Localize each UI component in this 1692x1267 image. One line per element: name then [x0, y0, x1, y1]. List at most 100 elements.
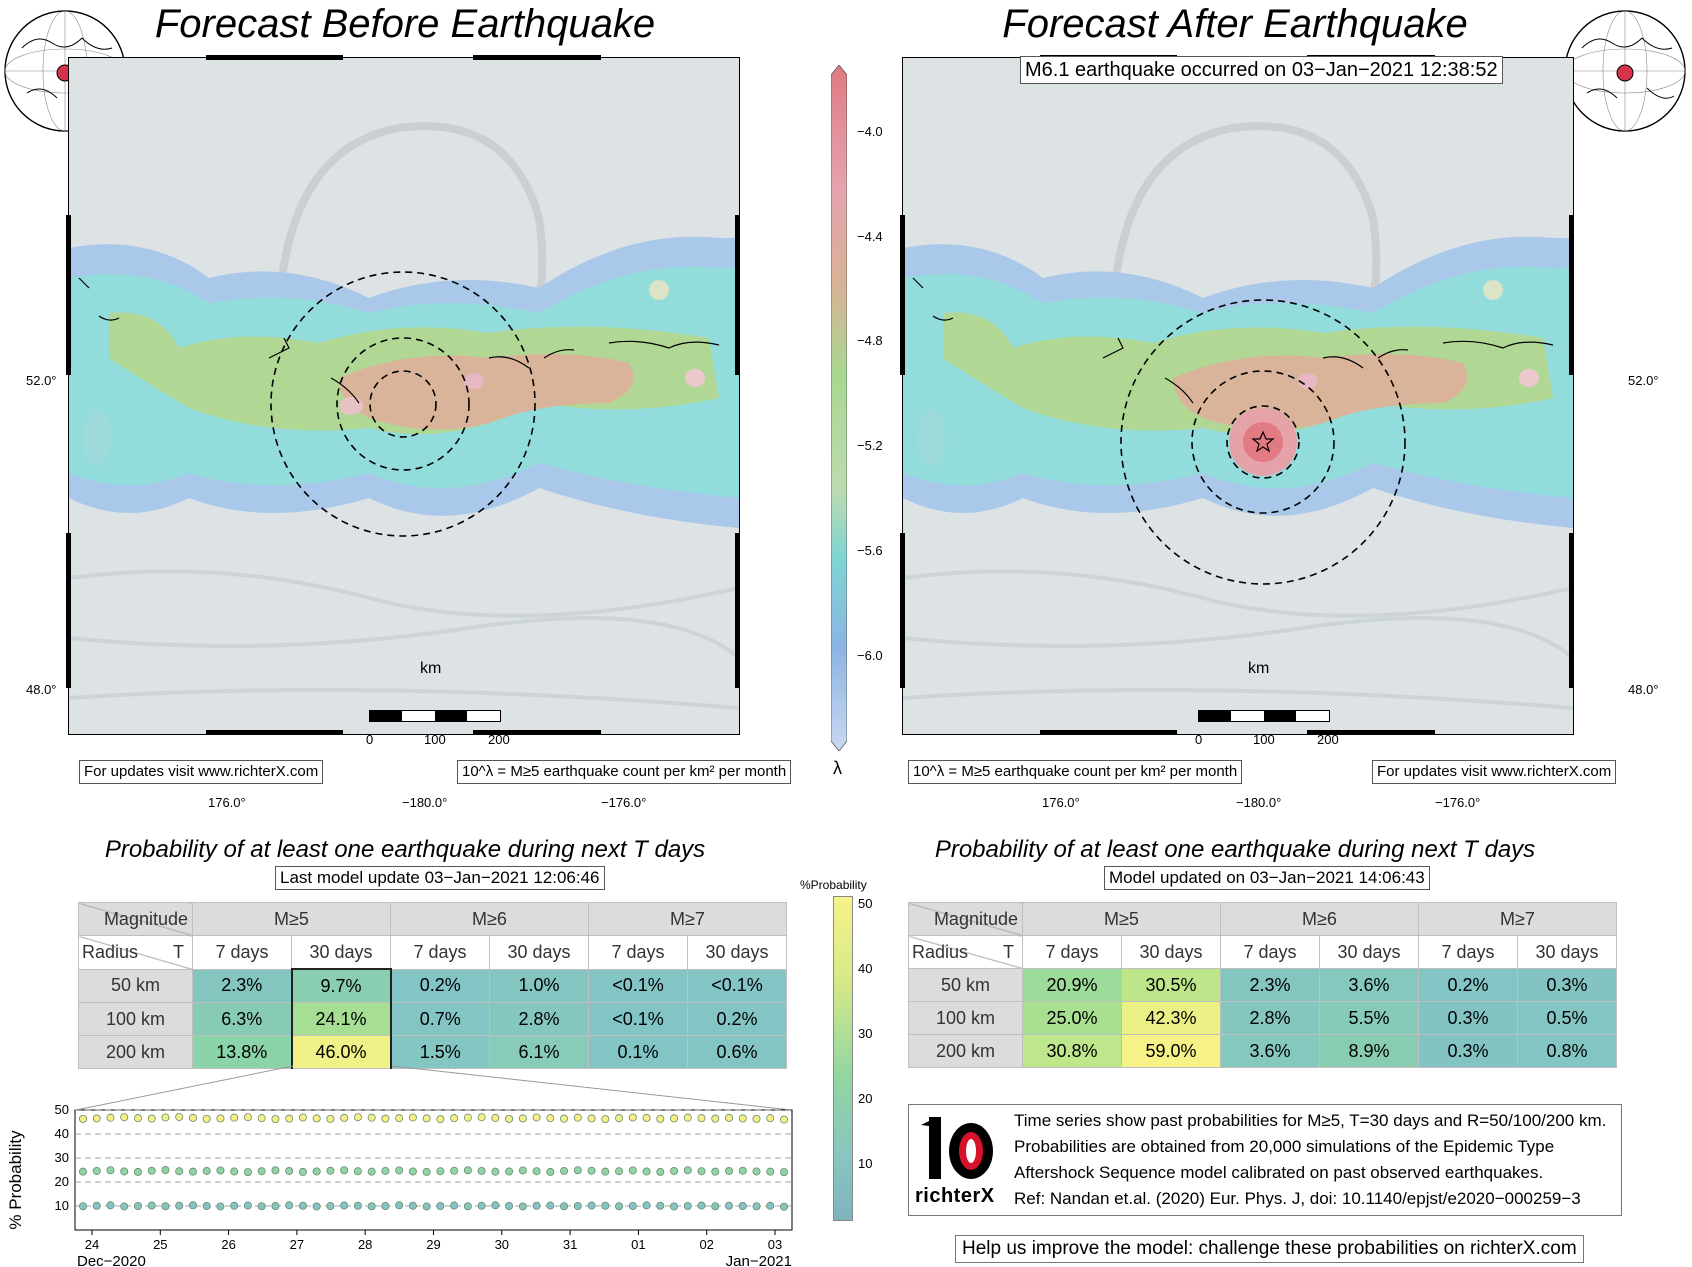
- right-table-heading: Probability of at least one earthquake d…: [934, 836, 1536, 863]
- probability-cell: 24.1%: [290, 1002, 392, 1036]
- row-radius: 200 km: [908, 1034, 1023, 1068]
- ts-point: [491, 1167, 500, 1176]
- ts-y-tick-label: 30: [55, 1150, 69, 1165]
- ts-point: [92, 1114, 101, 1123]
- ts-point: [79, 1114, 88, 1123]
- ts-x-tick-label: 25: [153, 1237, 167, 1252]
- footer-link[interactable]: Help us improve the model: challenge the…: [955, 1235, 1584, 1263]
- prob-tick-20: 20: [858, 1091, 873, 1106]
- probability-cell: 1.0%: [489, 968, 589, 1003]
- period-col-1: 30 days: [1121, 935, 1221, 969]
- ts-point: [711, 1167, 720, 1176]
- left-frame-bar-top1: [206, 55, 343, 60]
- ts-point: [780, 1168, 789, 1177]
- probability-cell: 30.5%: [1121, 968, 1221, 1002]
- magnitude-col-2: M≥7: [1418, 902, 1617, 936]
- ts-point: [298, 1113, 307, 1122]
- table-row: 50 km 2.3% 9.7% 0.2% 1.0% <0.1% <0.1%: [78, 968, 787, 1003]
- ts-point: [725, 1166, 734, 1175]
- ts-point: [340, 1166, 349, 1175]
- left-frame-bar-r1: [735, 215, 740, 375]
- left-lon-tick-m176: −176.0°: [601, 795, 647, 810]
- left-frame-bar-bot1: [206, 730, 343, 735]
- row-radius: 200 km: [78, 1035, 193, 1069]
- row-radius: 50 km: [908, 968, 1023, 1002]
- ts-point: [133, 1167, 142, 1176]
- right-lon-tick-176: 176.0°: [1042, 795, 1080, 810]
- ts-point: [271, 1166, 280, 1175]
- period-col-0: 7 days: [1022, 935, 1122, 969]
- ts-point: [216, 1166, 225, 1175]
- ts-point: [560, 1166, 569, 1175]
- radius-t-header: Radius T: [78, 935, 193, 970]
- ts-point: [450, 1201, 459, 1210]
- ts-point: [133, 1114, 142, 1123]
- period-col-3: 30 days: [489, 935, 589, 970]
- info-line-2: Probabilities are obtained from 20,000 s…: [1014, 1137, 1555, 1156]
- probability-cell: 25.0%: [1022, 1001, 1122, 1035]
- ts-point: [243, 1201, 252, 1210]
- prob-tick-10: 10: [858, 1156, 873, 1171]
- table-row: 50 km 20.9% 30.5% 2.3% 3.6% 0.2% 0.3%: [908, 968, 1617, 1002]
- period-col-0: 7 days: [192, 935, 292, 970]
- ts-point: [298, 1201, 307, 1210]
- ts-point: [615, 1167, 624, 1176]
- ts-x-tick-label: 29: [426, 1237, 440, 1252]
- ts-point: [133, 1202, 142, 1211]
- right-scale-tick-200: 200: [1317, 732, 1339, 747]
- ts-point: [312, 1114, 321, 1123]
- probability-cell: 8.9%: [1319, 1034, 1419, 1068]
- probability-cell: 2.8%: [489, 1002, 589, 1036]
- ts-x-tick-label: 31: [563, 1237, 577, 1252]
- info-line-4: Ref: Nandan et.al. (2020) Eur. Phys. J, …: [1014, 1189, 1581, 1208]
- ts-point: [367, 1202, 376, 1211]
- probability-cell: 2.3%: [1220, 968, 1320, 1002]
- right-lat-tick-52: 52.0°: [1628, 373, 1659, 388]
- ts-point: [518, 1114, 527, 1123]
- ts-point: [505, 1114, 514, 1123]
- ts-point: [230, 1113, 239, 1122]
- right-forecast-map: [902, 57, 1574, 735]
- ts-point: [120, 1167, 129, 1176]
- ts-x-tick-label: 01: [631, 1237, 645, 1252]
- ts-point: [230, 1167, 239, 1176]
- ts-point: [670, 1166, 679, 1175]
- ts-point: [161, 1113, 170, 1122]
- ts-point: [560, 1114, 569, 1123]
- left-map-title: Forecast Before Earthquake: [154, 2, 656, 46]
- ts-point: [271, 1202, 280, 1211]
- ts-point: [422, 1114, 431, 1123]
- ts-point: [642, 1167, 651, 1176]
- right-frame-bar-r2: [1569, 533, 1574, 688]
- ts-month-left: Dec−2020: [77, 1253, 146, 1267]
- right-frame-bar-bot1: [1040, 730, 1177, 735]
- ts-point: [381, 1114, 390, 1123]
- ts-point: [738, 1166, 747, 1175]
- probability-cell: 0.5%: [1517, 1001, 1617, 1035]
- ts-point: [711, 1114, 720, 1123]
- ts-point: [202, 1202, 211, 1211]
- ts-point: [450, 1166, 459, 1175]
- probability-cell: 42.3%: [1121, 1001, 1221, 1035]
- lambda-tick-2: −4.4: [857, 229, 883, 244]
- ts-point: [587, 1166, 596, 1175]
- ts-point: [518, 1202, 527, 1211]
- magnitude-col-2: M≥7: [588, 902, 787, 936]
- ts-point: [477, 1113, 486, 1122]
- right-scale-tick-100: 100: [1253, 732, 1275, 747]
- ts-point: [326, 1202, 335, 1211]
- ts-point: [147, 1201, 156, 1210]
- magnitude-col-1: M≥6: [390, 902, 589, 936]
- probability-cell: 0.2%: [687, 1002, 787, 1036]
- ts-point: [188, 1201, 197, 1210]
- probability-cell: <0.1%: [588, 1002, 688, 1036]
- ts-point: [367, 1167, 376, 1176]
- probability-cell: 0.3%: [1517, 968, 1617, 1002]
- ts-point: [477, 1201, 486, 1210]
- richterx-logo-text: richterX: [915, 1185, 995, 1207]
- left-scale-tick-0: 0: [366, 732, 374, 747]
- period-col-2: 7 days: [390, 935, 490, 970]
- ts-point: [326, 1114, 335, 1123]
- ts-point: [106, 1201, 115, 1210]
- probability-cell: 2.3%: [192, 968, 292, 1003]
